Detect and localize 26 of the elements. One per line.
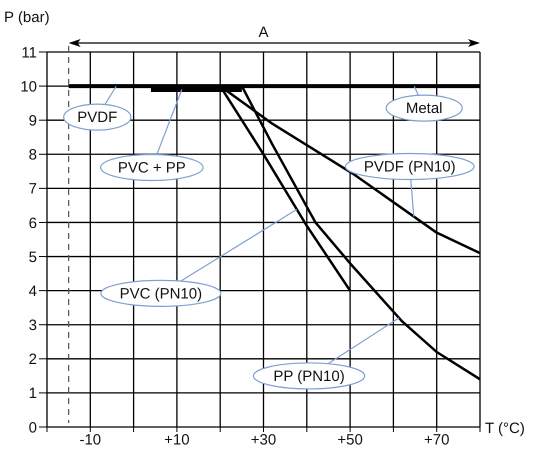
x-tick-label: -10: [79, 432, 102, 449]
text: PVC + PP: [118, 160, 186, 176]
y-axis-title: P (bar): [4, 9, 50, 26]
y-tick-label: 7: [28, 180, 37, 198]
annotation: PVDF: [77, 109, 118, 126]
y-tick-label: 1: [28, 385, 37, 402]
y-tick-label: 11: [21, 44, 37, 62]
x-tick-label: +70: [424, 432, 450, 449]
series-label: Metal: [406, 100, 443, 118]
y-tick-label: 10: [20, 78, 37, 96]
x-axis-title: T (°C): [485, 420, 525, 437]
text: PVC (PN10): [120, 285, 202, 302]
y-tick-label: 5: [28, 248, 37, 266]
text: A: [258, 24, 269, 41]
x-tick-label: +10: [164, 432, 190, 449]
series-label: PVDF (PN10): [364, 158, 456, 176]
y-tick-label: 2: [28, 351, 37, 368]
x-tick-label: +30: [250, 432, 276, 449]
y-tick-label: 0: [28, 419, 37, 436]
y-tick-label: 6: [28, 214, 37, 232]
y-tick-label: 9: [28, 112, 37, 130]
y-tick-label: 4: [28, 282, 37, 300]
text: PP (PN10): [273, 368, 345, 385]
y-tick-label: 3: [28, 317, 37, 334]
x-tick-label: +50: [337, 432, 363, 449]
y-tick-label: 8: [28, 146, 37, 164]
